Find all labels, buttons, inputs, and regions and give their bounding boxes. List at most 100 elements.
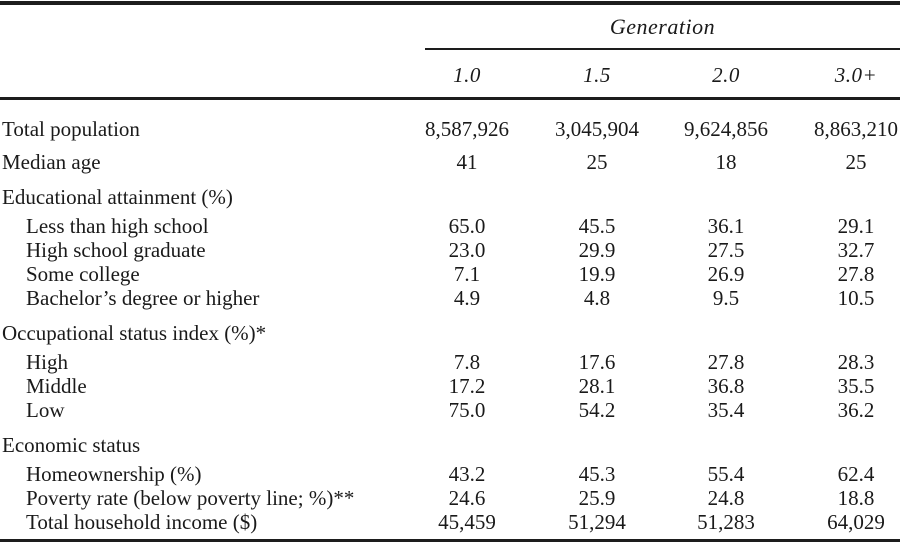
header-separator-rule: [0, 97, 900, 100]
cell-value: 24.6: [448, 486, 486, 510]
cell-value: 65.0: [448, 214, 486, 238]
cell-value: 26.9: [707, 262, 745, 286]
cell-value: 75.0: [448, 398, 486, 422]
cell-value: 45.3: [578, 462, 616, 486]
cell-value: 7.1: [453, 262, 481, 286]
cell-value: 35.4: [707, 398, 745, 422]
table-row: Economic status: [0, 433, 900, 457]
cell-value: [792, 185, 900, 209]
cell-value: 36.1: [707, 214, 745, 238]
cell-value: 9.5: [712, 286, 740, 310]
row-label: High school graduate: [26, 238, 206, 262]
cell-value: 29.9: [578, 238, 616, 262]
row-label: Low: [26, 398, 65, 422]
cell-value: 18: [715, 150, 737, 174]
cell-value: 9,624,856: [684, 117, 768, 141]
cell-value: 51,294: [568, 510, 626, 534]
cell-value: [792, 433, 900, 457]
cell-value: 62.4: [837, 462, 875, 486]
table-row: Median age 41 25 18 25: [0, 150, 900, 174]
row-label: Economic status: [2, 433, 141, 457]
row-label: Educational attainment (%): [2, 185, 233, 209]
generation-spanner-label: Generation: [609, 14, 716, 39]
row-label: Occupational status index (%)*: [2, 321, 267, 345]
cell-value: 7.8: [453, 350, 481, 374]
cell-value: [660, 433, 792, 457]
generation-spanner-underline: [425, 48, 900, 50]
cell-value: [400, 185, 534, 209]
cell-value: 45.5: [578, 214, 616, 238]
table-row: Homeownership (%) 43.2 45.3 55.4 62.4: [0, 462, 900, 486]
column-header-gen-2-0: 2.0: [712, 63, 740, 87]
cell-value: 19.9: [578, 262, 616, 286]
cell-value: 3,045,904: [555, 117, 639, 141]
column-header-gen-3-0-plus: 3.0+: [834, 63, 878, 87]
cell-value: 17.6: [578, 350, 616, 374]
column-header-row: 1.0 1.5 2.0 3.0+: [0, 63, 900, 88]
table-top-rule: [0, 1, 900, 5]
table-row: Less than high school 65.0 45.5 36.1 29.…: [0, 214, 900, 238]
table-row: Poverty rate (below poverty line; %)** 2…: [0, 486, 900, 510]
cell-value: 25: [845, 150, 867, 174]
table-row: Educational attainment (%): [0, 185, 900, 209]
table-row: High 7.8 17.6 27.8 28.3: [0, 350, 900, 374]
cell-value: 35.5: [837, 374, 875, 398]
cell-value: 25: [586, 150, 608, 174]
cell-value: 4.9: [453, 286, 481, 310]
cell-value: 45,459: [438, 510, 496, 534]
cell-value: 4.8: [583, 286, 611, 310]
cell-value: 64,029: [827, 510, 885, 534]
row-label: Median age: [2, 150, 101, 174]
row-label: Total household income ($): [26, 510, 258, 534]
cell-value: 41: [456, 150, 478, 174]
column-header-empty: [0, 63, 400, 88]
cell-value: 17.2: [448, 374, 486, 398]
cell-value: [660, 321, 792, 345]
table-row: Bachelor’s degree or higher 4.9 4.8 9.5 …: [0, 286, 900, 310]
table-row: High school graduate 23.0 29.9 27.5 32.7: [0, 238, 900, 262]
cell-value: 18.8: [837, 486, 875, 510]
cell-value: 8,863,210: [814, 117, 898, 141]
cell-value: 51,283: [697, 510, 755, 534]
row-label: Middle: [26, 374, 87, 398]
cell-value: 8,587,926: [425, 117, 509, 141]
table-row: Total household income ($) 45,459 51,294…: [0, 510, 900, 534]
cell-value: 28.1: [578, 374, 616, 398]
cell-value: 23.0: [448, 238, 486, 262]
cell-value: 36.2: [837, 398, 875, 422]
cell-value: 43.2: [448, 462, 486, 486]
cell-value: [534, 321, 660, 345]
table-bottom-rule: [0, 539, 900, 542]
cell-value: 29.1: [837, 214, 875, 238]
cell-value: [400, 433, 534, 457]
cell-value: 10.5: [837, 286, 875, 310]
cell-value: [534, 185, 660, 209]
cell-value: 27.8: [707, 350, 745, 374]
row-label: Bachelor’s degree or higher: [26, 286, 260, 310]
cell-value: 28.3: [837, 350, 875, 374]
row-label: Poverty rate (below poverty line; %)**: [26, 486, 355, 510]
cell-value: [534, 433, 660, 457]
table-row: Total population 8,587,926 3,045,904 9,6…: [0, 117, 900, 141]
cell-value: 24.8: [707, 486, 745, 510]
cell-value: 54.2: [578, 398, 616, 422]
row-label: Total population: [2, 117, 140, 141]
row-label: Less than high school: [26, 214, 209, 238]
cell-value: 32.7: [837, 238, 875, 262]
cell-value: 27.8: [837, 262, 875, 286]
column-header-gen-1-5: 1.5: [583, 63, 611, 87]
cell-value: [660, 185, 792, 209]
table-row: Occupational status index (%)*: [0, 321, 900, 345]
cell-value: 25.9: [578, 486, 616, 510]
table-row: Low 75.0 54.2 35.4 36.2: [0, 398, 900, 422]
table-row: Some college 7.1 19.9 26.9 27.8: [0, 262, 900, 286]
cell-value: 55.4: [707, 462, 745, 486]
table-row: Middle 17.2 28.1 36.8 35.5: [0, 374, 900, 398]
cell-value: 36.8: [707, 374, 745, 398]
row-label: Homeownership (%): [26, 462, 202, 486]
row-label: Some college: [26, 262, 140, 286]
cell-value: [400, 321, 534, 345]
cell-value: [792, 321, 900, 345]
cell-value: 27.5: [707, 238, 745, 262]
